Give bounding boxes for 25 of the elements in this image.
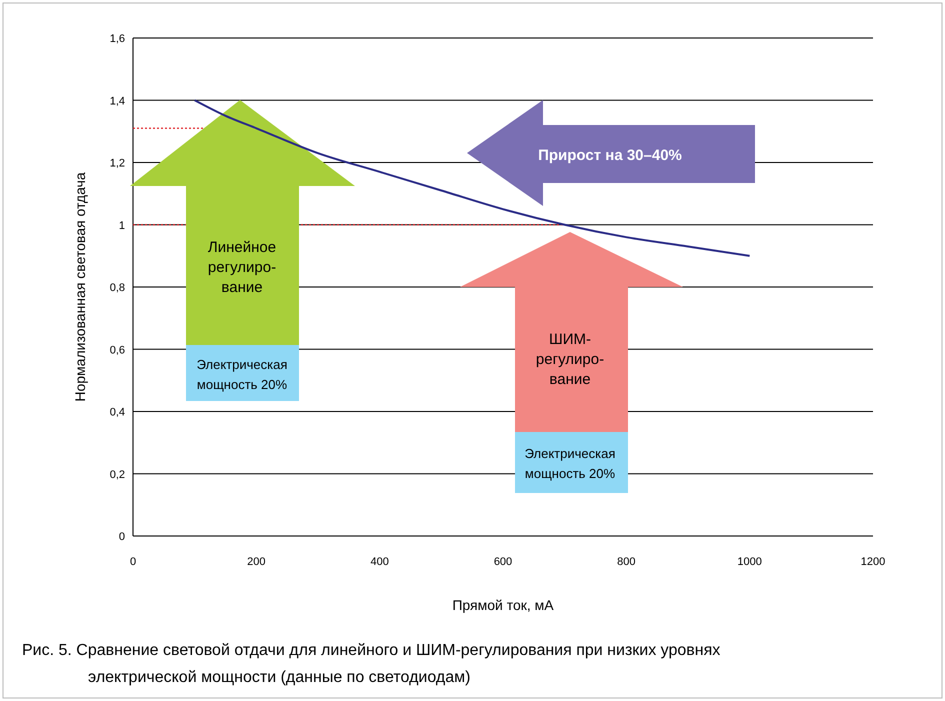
- y-tick-label: 1,4: [110, 95, 125, 108]
- x-tick-label: 600: [494, 556, 512, 568]
- x-tick-label: 1200: [860, 556, 886, 568]
- annotation: ШИМ- регулиро- вание: [536, 331, 604, 388]
- x-tick-label: 400: [370, 556, 389, 568]
- y-tick-label: 1,2: [110, 158, 125, 170]
- y-tick-label: 0,2: [110, 468, 125, 481]
- y-tick-label: 0,6: [110, 344, 125, 356]
- y-tick-label: 1,6: [110, 33, 125, 45]
- x-axis-title: Прямой ток, мА: [452, 597, 554, 613]
- y-tick-label: 0,4: [110, 406, 125, 418]
- x-tick-label: 200: [247, 556, 266, 568]
- text: Рис. 5. Сравнение световой отдачи для линейного и ШИМ-регулирования при низких уровнях электрической мощности (данные по светодиодам): [22, 642, 720, 686]
- x-tick-label: 800: [617, 556, 636, 568]
- y-tick-label: 1: [118, 220, 125, 232]
- y-tick-label: 0,8: [110, 282, 125, 294]
- x-tick-label: 0: [130, 556, 136, 568]
- x-tick-label: 1000: [737, 556, 762, 568]
- y-axis-title: Нормализованная световая отдача: [72, 172, 88, 402]
- annotation: Линейное регулиро- вание: [208, 239, 276, 296]
- line-series: [194, 99, 751, 257]
- annotation: Электрическая мощность 20%: [524, 446, 616, 481]
- y-tick-label: 0: [118, 531, 125, 543]
- annotation: Прирост на 30–40%: [538, 147, 682, 164]
- annotation: Электрическая мощность 20%: [196, 357, 288, 392]
